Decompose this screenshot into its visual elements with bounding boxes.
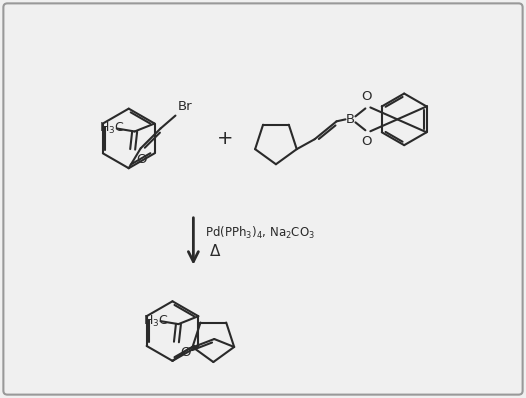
Text: Δ: Δ [210,244,220,259]
Text: H$_3$C: H$_3$C [143,314,168,329]
Text: O: O [361,90,372,103]
Text: +: + [217,129,234,148]
Text: O: O [361,135,372,148]
Text: H$_3$C: H$_3$C [99,121,125,136]
Text: Pd(PPh$_3$)$_4$, Na$_2$CO$_3$: Pd(PPh$_3$)$_4$, Na$_2$CO$_3$ [205,225,315,241]
Text: O: O [180,346,191,359]
FancyBboxPatch shape [3,3,523,395]
Text: Br: Br [177,100,192,113]
Text: O: O [137,153,147,166]
Text: B: B [346,113,355,126]
